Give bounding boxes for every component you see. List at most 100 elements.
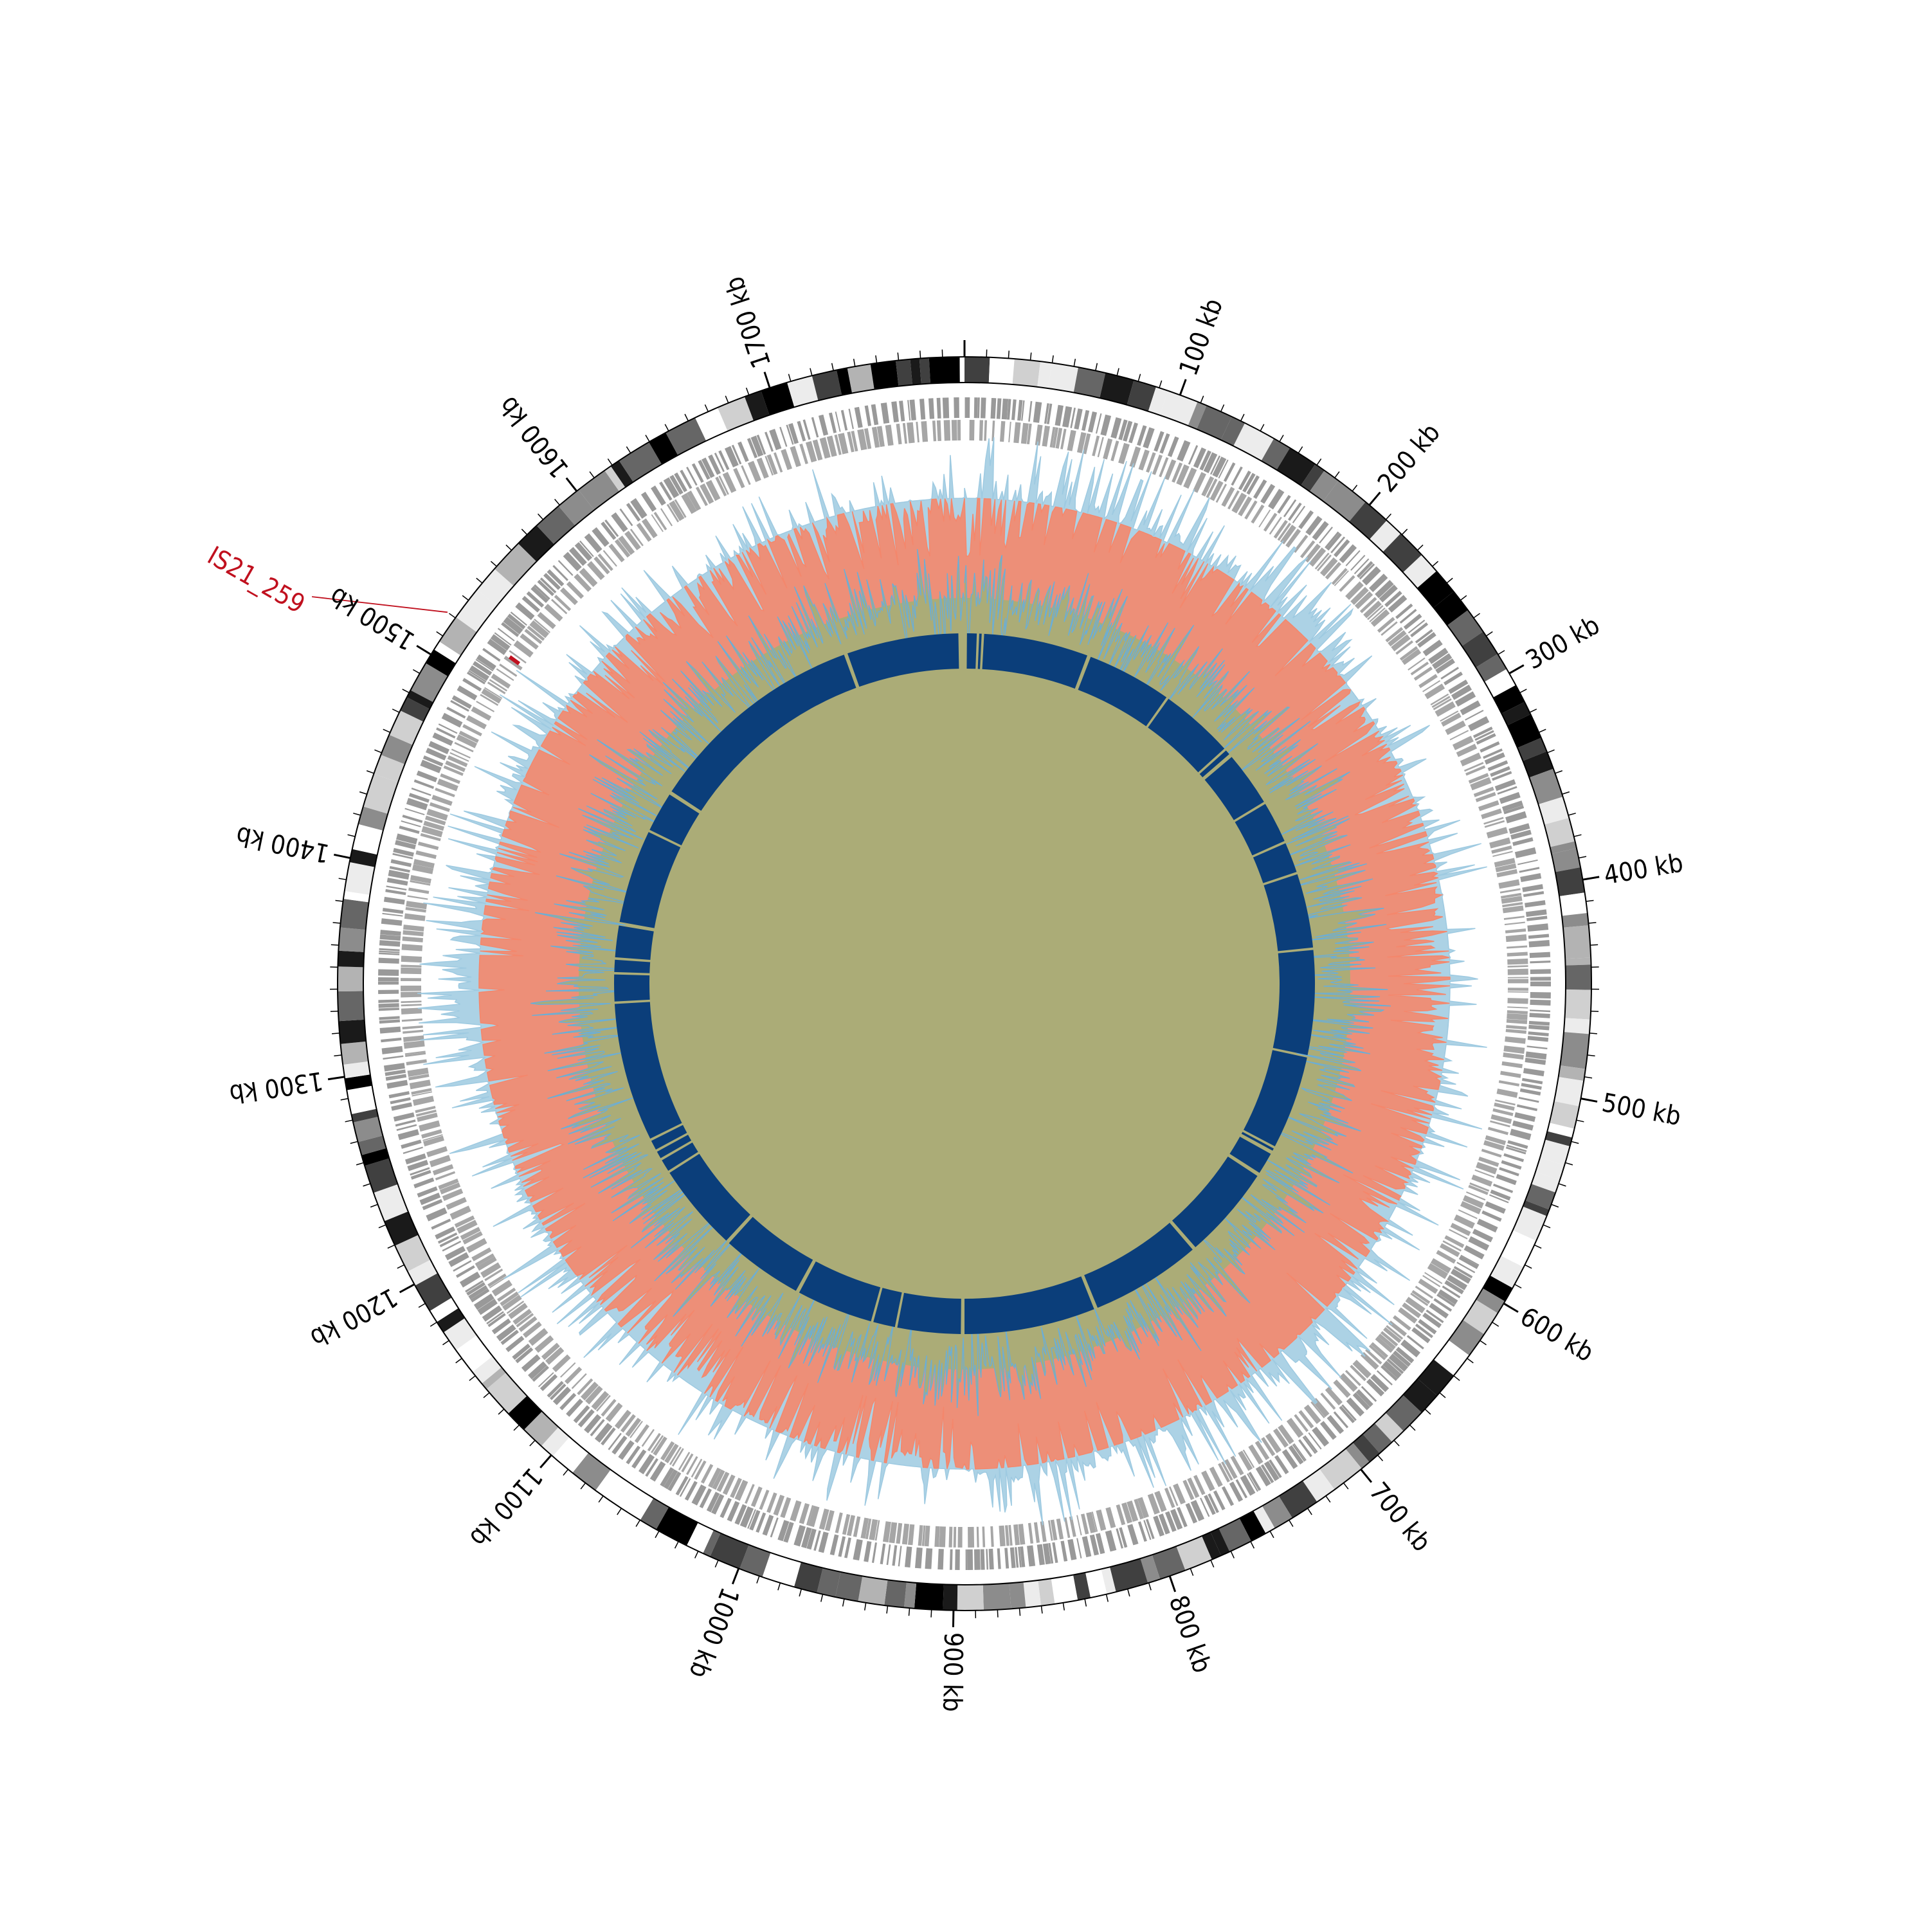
gene-feature [1074, 408, 1082, 429]
ideogram-band [341, 1042, 368, 1065]
gene-feature [1507, 1006, 1528, 1008]
gene-feature [1459, 1256, 1479, 1269]
gene-feature [954, 1527, 956, 1548]
minor-tick [514, 1425, 520, 1430]
minor-tick [469, 1376, 475, 1381]
gene-feature [1529, 940, 1550, 947]
gene-feature [401, 1004, 422, 1006]
gene-feature [1508, 965, 1528, 968]
major-tick [1504, 1303, 1518, 1312]
gene-feature [979, 420, 983, 440]
tick-label: 1500 kb [324, 581, 420, 656]
gene-feature [379, 1003, 399, 1007]
gene-feature [686, 1456, 698, 1475]
tick-label: 1000 kb [683, 1584, 745, 1682]
gene-feature [1508, 969, 1528, 975]
minor-tick [788, 374, 790, 382]
gene-feature [1507, 1013, 1527, 1020]
gene-feature [419, 1121, 440, 1132]
gene-feature [905, 1546, 912, 1567]
gene-feature [1027, 1546, 1035, 1567]
minor-tick [1480, 1341, 1487, 1345]
gene-feature [885, 425, 894, 446]
gene-feature [899, 401, 905, 421]
ideogram-band [338, 991, 365, 1021]
gene-feature [398, 1129, 419, 1140]
minor-tick [1543, 1225, 1550, 1228]
gene-feature [937, 398, 941, 419]
ideogram-band [1559, 892, 1588, 916]
ideogram-band [1563, 925, 1591, 959]
gene-feature [401, 1139, 421, 1148]
minor-tick [1052, 356, 1053, 363]
gene-feature [1488, 1127, 1508, 1135]
minor-tick [462, 595, 468, 600]
minor-tick [521, 529, 527, 535]
gene-feature [1522, 1078, 1543, 1085]
gene-feature [1229, 1481, 1243, 1502]
minor-tick [356, 1162, 364, 1164]
minor-tick [1589, 1033, 1597, 1034]
gene-feature [1498, 880, 1519, 889]
minor-tick [430, 1322, 437, 1326]
gene-feature [1444, 1235, 1464, 1248]
gene-feature [404, 808, 424, 815]
gene-feature [378, 999, 399, 1002]
gene-feature [630, 498, 647, 519]
gene-feature [430, 1155, 451, 1167]
gene-feature [1042, 426, 1049, 447]
gene-feature [984, 420, 987, 441]
gene-feature [954, 397, 959, 418]
minor-tick [1568, 813, 1576, 815]
synteny-block [615, 926, 654, 961]
major-tick [765, 372, 770, 388]
minor-tick [1280, 435, 1283, 442]
minor-tick [413, 670, 419, 674]
tick-label: 1400 kb [233, 820, 332, 868]
gene-feature [1222, 1486, 1234, 1506]
minor-tick [1030, 352, 1031, 360]
gene-feature [435, 1227, 455, 1240]
tick-label: 200 kb [1372, 418, 1446, 498]
minor-tick [1559, 1184, 1566, 1186]
gene-feature [1528, 1036, 1548, 1042]
gene-feature [932, 420, 936, 441]
gene-feature [1040, 1521, 1047, 1542]
minor-tick [1515, 1285, 1522, 1288]
minor-tick [1588, 1055, 1595, 1056]
gene-feature [1505, 928, 1526, 934]
gene-feature [404, 913, 426, 921]
gene-feature [1011, 399, 1017, 420]
gene-feature [1526, 916, 1547, 921]
minor-tick [1308, 1508, 1312, 1515]
minor-tick [1433, 561, 1438, 566]
gene-feature [1496, 1174, 1516, 1185]
gene-feature [414, 779, 434, 789]
minor-tick [1159, 381, 1162, 388]
gene-feature [977, 397, 980, 418]
gene-feature [1487, 827, 1508, 838]
gene-feature [1499, 1167, 1519, 1176]
ideogram-band [1013, 359, 1040, 387]
minor-tick [336, 900, 343, 901]
ideogram-band [871, 361, 899, 390]
minor-tick [1200, 396, 1204, 403]
gene-feature [1508, 988, 1528, 991]
minor-tick [865, 1603, 866, 1611]
gene-feature [1105, 1530, 1117, 1551]
minor-tick [370, 1204, 377, 1207]
gene-feature [1503, 1045, 1525, 1054]
gene-feature [790, 1500, 801, 1521]
gene-feature [903, 423, 907, 444]
minor-tick [563, 1469, 568, 1475]
major-tick [566, 478, 577, 491]
gene-feature [848, 409, 853, 429]
minor-tick [1539, 729, 1546, 732]
gene-feature [413, 1178, 434, 1189]
gene-feature [1496, 1088, 1517, 1098]
gene-feature [1510, 1129, 1531, 1141]
gene-feature [401, 1000, 421, 1003]
gene-feature [1088, 411, 1097, 433]
gene-feature [426, 1207, 447, 1222]
